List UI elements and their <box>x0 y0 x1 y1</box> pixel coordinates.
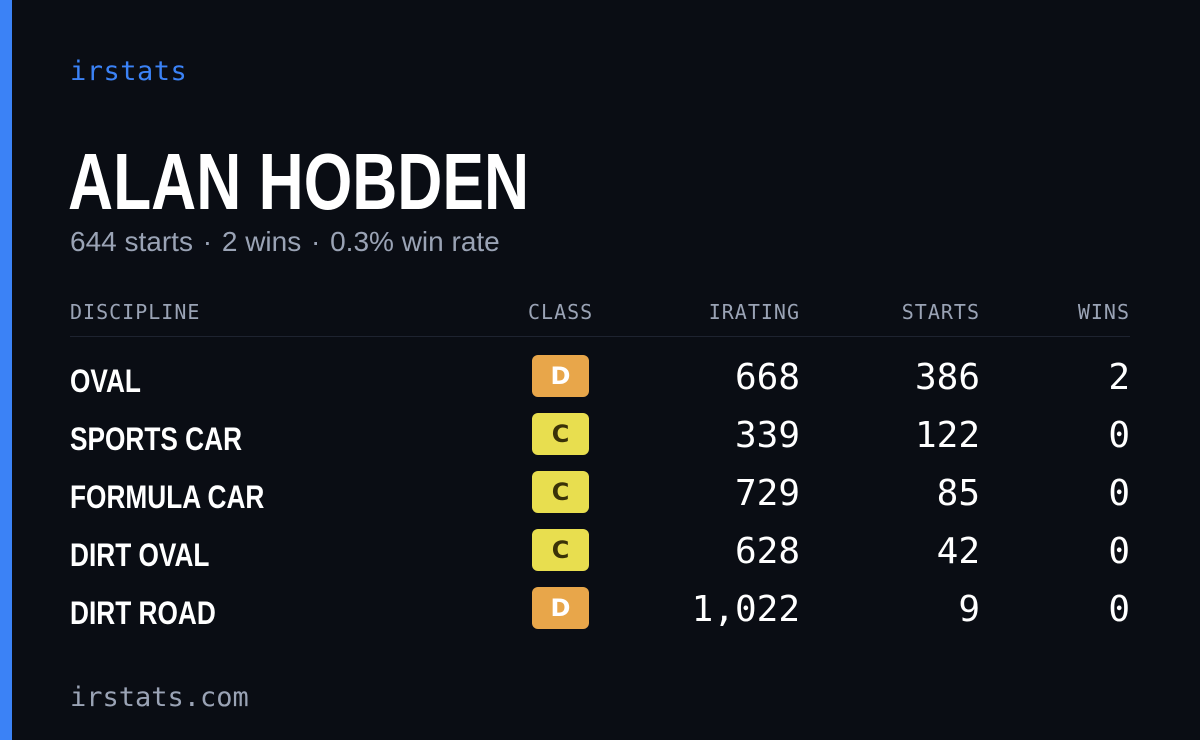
table-row: OVAL D 668 386 2 <box>70 353 1130 411</box>
header-wins: WINS <box>1077 300 1130 324</box>
footer-url[interactable]: irstats.com <box>70 682 249 713</box>
summary-win-rate: 0.3% win rate <box>330 226 500 257</box>
class-badge: D <box>532 587 589 629</box>
class-badge: C <box>532 471 589 513</box>
summary-starts: 644 starts <box>70 226 193 257</box>
discipline-name: DIRT OVAL <box>70 537 210 573</box>
class-badge: C <box>532 529 589 571</box>
driver-name: ALAN HOBDEN <box>68 137 530 226</box>
discipline-name: DIRT ROAD <box>70 595 216 631</box>
header-class: CLASS <box>528 300 594 324</box>
table-header: DISCIPLINE CLASS IRATING STARTS WINS <box>70 296 1130 337</box>
starts-value: 42 <box>936 531 980 572</box>
table-body: OVAL D 668 386 2 SPORTS CAR C 339 122 0 … <box>70 353 1130 643</box>
discipline-name: OVAL <box>70 363 141 399</box>
table-row: DIRT OVAL C 628 42 0 <box>70 527 1130 585</box>
table-row: FORMULA CAR C 729 85 0 <box>70 469 1130 527</box>
summary-wins: 2 wins <box>221 226 302 257</box>
wins-value: 0 <box>1108 473 1130 514</box>
wins-value: 2 <box>1108 357 1130 398</box>
wins-value: 0 <box>1108 589 1130 630</box>
irating-value: 339 <box>734 415 800 456</box>
brand-logo-text: irstats <box>70 56 188 87</box>
irating-value: 1,022 <box>691 589 800 630</box>
irating-value: 628 <box>734 531 800 572</box>
irating-value: 668 <box>734 357 800 398</box>
wins-value: 0 <box>1108 415 1130 456</box>
driver-summary: 644 starts · 2 wins · 0.3% win rate <box>70 226 500 258</box>
wins-value: 0 <box>1108 531 1130 572</box>
starts-value: 85 <box>936 473 980 514</box>
class-badge: C <box>532 413 589 455</box>
table-row: SPORTS CAR C 339 122 0 <box>70 411 1130 469</box>
accent-bar <box>0 0 12 740</box>
starts-value: 122 <box>914 415 980 456</box>
starts-value: 9 <box>958 589 980 630</box>
header-discipline: DISCIPLINE <box>70 300 201 324</box>
summary-separator: · <box>202 226 213 257</box>
class-badge: D <box>532 355 589 397</box>
starts-value: 386 <box>914 357 980 398</box>
discipline-name: SPORTS CAR <box>70 421 243 457</box>
header-irating: IRATING <box>708 300 800 324</box>
discipline-stats-table: DISCIPLINE CLASS IRATING STARTS WINS OVA… <box>70 296 1130 643</box>
table-row: DIRT ROAD D 1,022 9 0 <box>70 585 1130 643</box>
discipline-name: FORMULA CAR <box>70 479 265 515</box>
summary-separator: · <box>311 226 321 257</box>
irating-value: 729 <box>734 473 800 514</box>
header-starts: STARTS <box>901 300 980 324</box>
